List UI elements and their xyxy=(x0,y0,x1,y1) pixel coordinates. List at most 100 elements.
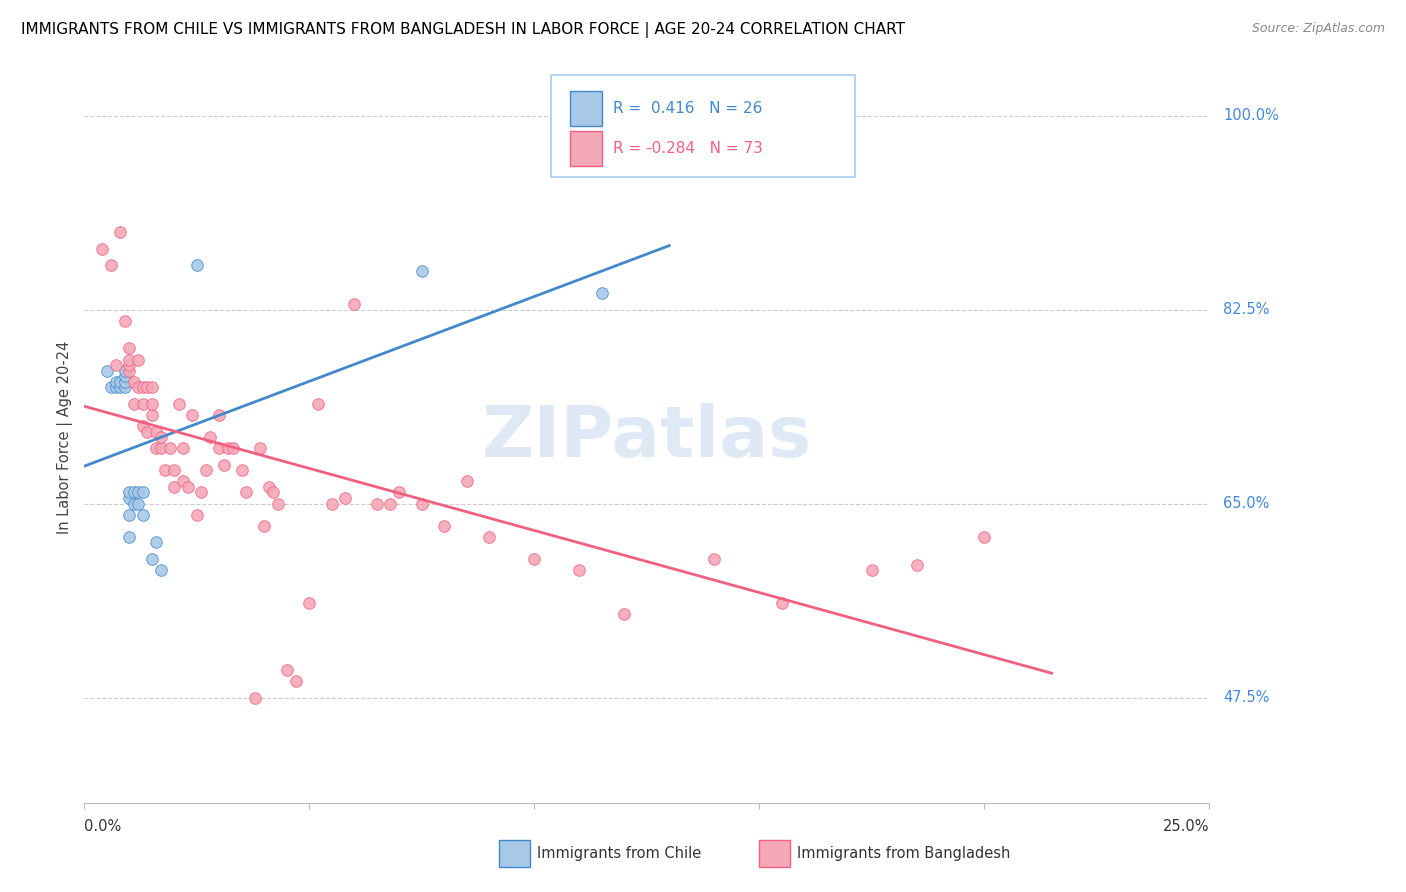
Point xyxy=(190,485,212,500)
Point xyxy=(100,380,122,394)
Point xyxy=(132,380,155,394)
Point xyxy=(186,508,208,522)
Point xyxy=(568,563,591,577)
Point xyxy=(208,408,231,422)
Point xyxy=(145,441,167,455)
Point xyxy=(212,458,235,472)
Point xyxy=(114,375,136,389)
Text: Source: ZipAtlas.com: Source: ZipAtlas.com xyxy=(1251,22,1385,36)
Point xyxy=(284,673,307,688)
Point xyxy=(122,497,145,511)
Text: 25.0%: 25.0% xyxy=(1163,820,1209,834)
Point xyxy=(118,508,141,522)
Point xyxy=(155,463,177,477)
Point xyxy=(245,690,267,705)
Point xyxy=(257,480,280,494)
Point xyxy=(114,363,136,377)
Point xyxy=(335,491,357,505)
Point xyxy=(905,558,928,572)
Text: 47.5%: 47.5% xyxy=(1223,690,1270,705)
Point xyxy=(388,485,411,500)
Point xyxy=(276,663,298,677)
Point xyxy=(96,363,118,377)
Point xyxy=(167,397,190,411)
Point xyxy=(262,485,284,500)
Text: 100.0%: 100.0% xyxy=(1223,108,1279,123)
Point xyxy=(110,380,132,394)
Point xyxy=(149,563,172,577)
Point xyxy=(110,375,132,389)
Point xyxy=(118,363,141,377)
Point xyxy=(118,491,141,505)
Point xyxy=(118,485,141,500)
Point xyxy=(181,408,204,422)
Point xyxy=(200,430,222,444)
Point xyxy=(136,425,159,439)
Point xyxy=(132,397,155,411)
Point xyxy=(231,463,253,477)
Point xyxy=(127,497,149,511)
Point xyxy=(141,552,163,566)
Point xyxy=(118,352,141,367)
Point xyxy=(132,508,155,522)
Point xyxy=(132,419,155,434)
Text: ZIPatlas: ZIPatlas xyxy=(482,402,811,472)
Point xyxy=(380,497,402,511)
Text: 0.0%: 0.0% xyxy=(84,820,121,834)
Text: 65.0%: 65.0% xyxy=(1223,496,1270,511)
Point xyxy=(307,397,329,411)
Point xyxy=(172,441,194,455)
Point xyxy=(343,297,366,311)
Point xyxy=(411,264,433,278)
Point xyxy=(177,480,200,494)
Point xyxy=(163,463,186,477)
Point xyxy=(591,285,613,300)
Point xyxy=(433,518,456,533)
Point xyxy=(141,380,163,394)
Point xyxy=(114,314,136,328)
Point xyxy=(114,369,136,384)
Text: R = -0.284   N = 73: R = -0.284 N = 73 xyxy=(613,142,763,156)
Point xyxy=(118,358,141,372)
Point xyxy=(149,430,172,444)
Text: R =  0.416   N = 26: R = 0.416 N = 26 xyxy=(613,101,762,116)
Point xyxy=(145,425,167,439)
FancyBboxPatch shape xyxy=(551,75,855,178)
Point xyxy=(860,563,883,577)
Point xyxy=(411,497,433,511)
Point xyxy=(159,441,181,455)
Point xyxy=(127,380,149,394)
Point xyxy=(973,530,995,544)
Point xyxy=(149,441,172,455)
Point xyxy=(298,596,321,610)
Point xyxy=(110,225,132,239)
Point xyxy=(186,258,208,272)
Point xyxy=(122,485,145,500)
Point xyxy=(118,342,141,356)
Point xyxy=(127,352,149,367)
Point xyxy=(194,463,217,477)
Point xyxy=(141,408,163,422)
Point xyxy=(222,441,245,455)
Point xyxy=(478,530,501,544)
Point xyxy=(523,552,546,566)
Point xyxy=(104,375,127,389)
Point xyxy=(114,380,136,394)
Point xyxy=(104,358,127,372)
FancyBboxPatch shape xyxy=(571,131,602,167)
Point xyxy=(703,552,725,566)
Text: 82.5%: 82.5% xyxy=(1223,302,1270,318)
Text: IMMIGRANTS FROM CHILE VS IMMIGRANTS FROM BANGLADESH IN LABOR FORCE | AGE 20-24 C: IMMIGRANTS FROM CHILE VS IMMIGRANTS FROM… xyxy=(21,22,905,38)
Point xyxy=(366,497,388,511)
Point xyxy=(235,485,257,500)
Point xyxy=(100,258,122,272)
Point xyxy=(172,475,194,489)
Point xyxy=(253,518,276,533)
Point xyxy=(141,397,163,411)
Point xyxy=(136,380,159,394)
Point xyxy=(770,596,793,610)
Point xyxy=(267,497,290,511)
Point xyxy=(321,497,343,511)
Point xyxy=(163,480,186,494)
Text: Immigrants from Chile: Immigrants from Chile xyxy=(537,847,702,861)
